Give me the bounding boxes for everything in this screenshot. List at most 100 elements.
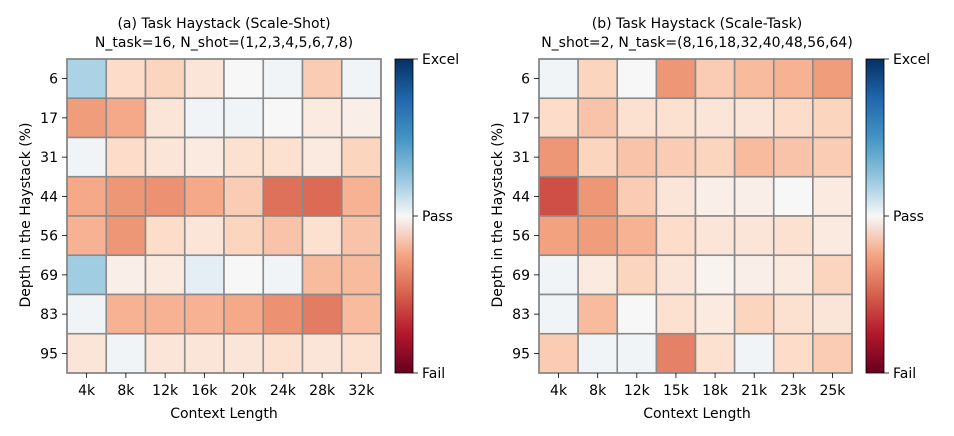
panel-a-y-tick-label: 31 — [40, 150, 58, 166]
panel-b-cell-r5-c2 — [616, 254, 658, 296]
panel-a-x-tick-label: 24k — [270, 383, 297, 399]
panel-a-y-tick-label: 6 — [49, 72, 58, 88]
panel-a-cell-r6-c2 — [144, 293, 186, 335]
panel-b-cell-r3-c7 — [812, 175, 853, 217]
panel-a-title: (a) Task Haystack (Scale-Shot) — [117, 16, 330, 32]
panel-a-cell-r5-c4 — [223, 254, 265, 296]
panel-b-cell-r3-c4 — [694, 175, 736, 217]
panel-b-x-tick-label: 23k — [780, 383, 807, 399]
panel-a-x-tick-label: 12k — [152, 383, 179, 399]
panel-b-cell-r4-c3 — [655, 215, 697, 257]
panel-a-cell-r2-c5 — [262, 136, 304, 178]
panel-b-cell-r3-c6 — [772, 175, 814, 217]
panel-a-cell-r4-c2 — [144, 215, 186, 257]
panel-b-cell-r0-c2 — [616, 58, 658, 100]
panel-a-cell-r2-c7 — [340, 136, 382, 178]
panel-a-cell-r1-c1 — [105, 97, 147, 139]
panel-a-cell-r0-c1 — [105, 58, 147, 100]
panel-b-cell-r4-c1 — [577, 215, 619, 257]
panel-b-cell-r5-c5 — [733, 254, 775, 296]
panel-b-cell-r0-c5 — [733, 58, 775, 100]
panel-a-cell-r2-c1 — [105, 136, 147, 178]
panel-b-cell-r4-c6 — [772, 215, 814, 257]
panel-b-cell-r0-c4 — [694, 58, 736, 100]
panel-a-cell-r1-c5 — [262, 97, 304, 139]
panel-b-cell-r1-c1 — [577, 97, 619, 139]
panel-a-cell-r5-c0 — [66, 254, 108, 296]
panel-b-cell-r7-c7 — [812, 332, 853, 374]
panel-a-x-tick-label: 4k — [78, 383, 96, 399]
panel-b-cell-r7-c6 — [772, 332, 814, 374]
panel-a-cell-r0-c6 — [301, 58, 343, 100]
panel-b-cell-r1-c4 — [694, 97, 736, 139]
panel-a-cell-r4-c0 — [66, 215, 108, 257]
panel-b-cell-r6-c4 — [694, 293, 736, 335]
panel-b-cell-r0-c7 — [812, 58, 853, 100]
panel-b-cell-r6-c2 — [616, 293, 658, 335]
panel-a-cell-r2-c6 — [301, 136, 343, 178]
panel-b-cell-r7-c0 — [538, 332, 579, 374]
panel-a-cell-r3-c7 — [340, 175, 382, 217]
panel-a-cell-r3-c0 — [66, 175, 108, 217]
panel-b-cell-r5-c0 — [538, 254, 579, 296]
panel-a-cell-r7-c6 — [301, 332, 343, 374]
panel-a-cell-r6-c1 — [105, 293, 147, 335]
panel-a-cell-r7-c0 — [66, 332, 108, 374]
panel-a-cell-r5-c6 — [301, 254, 343, 296]
panel-a-cell-r5-c3 — [183, 254, 225, 296]
panel-b-x-tick-label: 8k — [589, 383, 607, 399]
panel-b-cell-r3-c2 — [616, 175, 658, 217]
panel-b-cell-r0-c6 — [772, 58, 814, 100]
panel-b-cell-r0-c3 — [655, 58, 697, 100]
panel-a-cell-r3-c5 — [262, 175, 304, 217]
panel-a-cell-r4-c7 — [340, 215, 382, 257]
panel-a-x-tick-label: 28k — [309, 383, 336, 399]
panel-a-cell-r1-c7 — [340, 97, 382, 139]
panel-a-cell-r5-c7 — [340, 254, 382, 296]
panel-a-colorbar-bottom-label: Fail — [422, 366, 445, 382]
panel-a-y-tick-label: 83 — [40, 307, 58, 323]
panel-a-cell-r4-c6 — [301, 215, 343, 257]
panel-b-cell-r1-c3 — [655, 97, 697, 139]
heatmap-panel-a: (a) Task Haystack (Scale-Shot) N_task=16… — [18, 16, 459, 422]
panel-b-cell-r7-c2 — [616, 332, 658, 374]
panel-a-y-tick-label: 95 — [40, 346, 58, 362]
panel-a-colorbar: Excel Pass Fail — [394, 52, 459, 382]
panel-b-cell-r1-c2 — [616, 97, 658, 139]
panel-a-xlabel: Context Length — [170, 406, 278, 422]
panel-a-cell-r4-c1 — [105, 215, 147, 257]
panel-a-cell-r6-c0 — [66, 293, 108, 335]
panel-a-cell-r5-c2 — [144, 254, 186, 296]
panel-a-cell-r3-c4 — [223, 175, 265, 217]
panel-b-cell-r4-c5 — [733, 215, 775, 257]
panel-b-cell-r6-c3 — [655, 293, 697, 335]
panel-a-cell-r7-c7 — [340, 332, 382, 374]
panel-b-cell-r5-c4 — [694, 254, 736, 296]
panel-b-cell-r2-c1 — [577, 136, 619, 178]
panel-a-cell-r2-c3 — [183, 136, 225, 178]
panel-a-x-tick-label: 32k — [348, 383, 375, 399]
panel-a-cell-r0-c7 — [340, 58, 382, 100]
panel-a-cell-r0-c5 — [262, 58, 304, 100]
panel-a-cell-r1-c3 — [183, 97, 225, 139]
panel-a-cell-r3-c6 — [301, 175, 343, 217]
panel-b-cell-r5-c1 — [577, 254, 619, 296]
panel-b-cell-r2-c4 — [694, 136, 736, 178]
panel-a-cell-r1-c2 — [144, 97, 186, 139]
panel-b-cell-r1-c5 — [733, 97, 775, 139]
panel-b-cell-r2-c5 — [733, 136, 775, 178]
panel-b-cell-r6-c1 — [577, 293, 619, 335]
panel-a-cell-r0-c0 — [66, 58, 108, 100]
panel-a-x-tick-label: 8k — [117, 383, 135, 399]
panel-b-cell-r3-c5 — [733, 175, 775, 217]
panel-b-y-tick-label: 69 — [512, 268, 530, 284]
panel-b-y-tick-label: 56 — [512, 229, 530, 245]
panel-a-cell-r1-c4 — [223, 97, 265, 139]
panel-b-cell-r3-c3 — [655, 175, 697, 217]
panel-b-cell-r7-c1 — [577, 332, 619, 374]
panel-a-cell-r7-c2 — [144, 332, 186, 374]
panel-a-colorbar-mid-label: Pass — [422, 209, 453, 225]
panel-b-cell-r4-c0 — [538, 215, 579, 257]
panel-a-cell-r6-c5 — [262, 293, 304, 335]
panel-a-cell-r2-c4 — [223, 136, 265, 178]
